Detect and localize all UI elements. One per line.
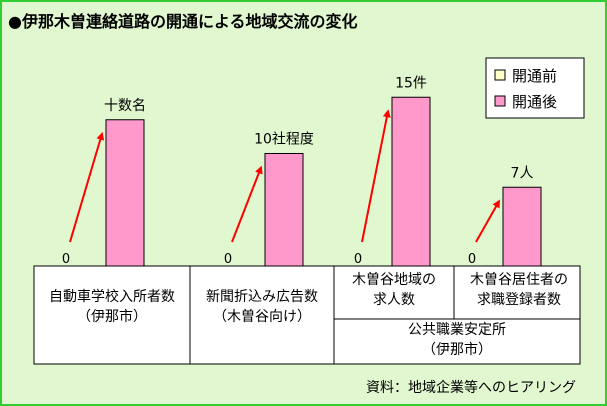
bar-label-after-2: 15件 — [395, 75, 427, 91]
category-label-0: （伊那市） — [77, 308, 147, 325]
category-label-1: （木曽谷向け） — [213, 309, 311, 325]
category-label-0: 自動車学校入所者数 — [49, 288, 175, 305]
change-arrow-0 — [69, 131, 105, 243]
category-label-2: 求人数 — [373, 292, 415, 308]
legend-label-after: 開通後 — [512, 93, 557, 111]
legend-box — [485, 57, 585, 119]
group-label: （伊那市） — [422, 341, 492, 358]
legend-label-before: 開通前 — [512, 67, 557, 85]
legend-swatch-after — [494, 95, 506, 107]
table-box — [33, 265, 581, 365]
change-arrow-1 — [231, 165, 263, 243]
category-label-2: 木曽谷地域の — [352, 272, 436, 288]
bar-label-after-0: 十数名 — [104, 98, 146, 114]
legend: 開通前 開通後 — [485, 57, 585, 119]
bar-label-before-3: 0 — [468, 252, 476, 267]
change-arrow-2 — [361, 109, 391, 243]
source-note: 資料：地域企業等へのヒアリング — [366, 379, 576, 396]
legend-swatch-before — [494, 69, 506, 81]
bar-label-before-2: 0 — [354, 252, 362, 267]
bar-label-before-1: 0 — [224, 252, 232, 267]
chart-title: ●伊那木曽連絡道路の開通による地域交流の変化 — [8, 12, 357, 31]
chart-marks: 十数名 10社程度 15件 7人 0 0 0 0 — [62, 75, 542, 267]
bar-after-1 — [264, 153, 304, 267]
bar-label-after-1: 10社程度 — [254, 132, 314, 148]
category-label-3: 木曽谷居住者の — [470, 272, 568, 288]
bar-after-3 — [502, 186, 542, 267]
bar-label-after-3: 7人 — [511, 165, 534, 181]
bar-after-0 — [105, 119, 145, 267]
category-label-1: 新聞折込み広告数 — [206, 289, 318, 305]
bar-label-before-0: 0 — [62, 252, 70, 267]
change-arrow-3 — [475, 199, 500, 243]
category-label-3: 求職登録者数 — [477, 292, 561, 308]
bar-after-2 — [391, 96, 431, 267]
group-label: 公共職業安定所 — [408, 322, 506, 338]
